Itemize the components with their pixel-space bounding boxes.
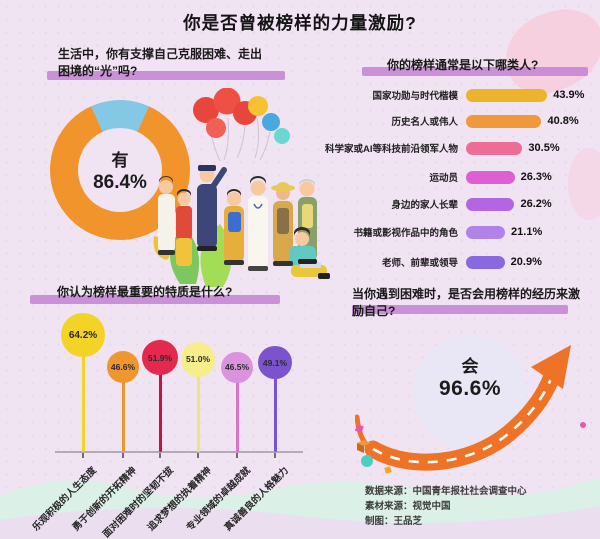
q2-bar — [466, 225, 506, 239]
q2-bar-value: 21.1% — [511, 226, 543, 238]
q2-bar-row: 老师、前辈或领导 20.9% — [312, 255, 594, 269]
q2-highlight-bar — [362, 67, 588, 76]
q3-lollipop-value: 46.5% — [224, 362, 250, 373]
q2-bar — [466, 197, 515, 211]
bottom-wave-decoration — [0, 478, 600, 539]
q4-arrow-road-illustration — [355, 335, 586, 474]
q3-lollipop-circle: 51.0% — [180, 341, 216, 377]
q2-bar — [466, 255, 505, 269]
q3-lollipop-circle: 51.9% — [142, 339, 178, 376]
q2-bar — [466, 88, 548, 102]
q2-bar-label: 书籍或影视作品中的角色 — [353, 228, 458, 239]
q2-bar-row: 身边的家人长辈 26.2% — [312, 197, 594, 211]
q4-answer: 会 96.6% — [413, 352, 527, 401]
q2-bar-value: 26.3% — [520, 171, 552, 183]
q2-bar — [466, 141, 523, 155]
q3-lollipop-stem — [121, 367, 125, 452]
q2-bar-value: 20.9% — [510, 256, 542, 268]
q2-bar-row: 国家功勋与时代楷模 43.9% — [312, 88, 594, 102]
credits-data-source: 数据来源：中国青年报社社会调查中心 — [365, 486, 527, 497]
q3-axis-tick — [82, 453, 84, 458]
q2-bar — [466, 114, 542, 128]
q3-highlight-bar — [30, 295, 280, 304]
pink-blob-right — [568, 148, 600, 220]
q3-axis-tick — [236, 453, 238, 458]
credits: 数据来源：中国青年报社社会调查中心 素材来源：视觉中国 制图：王品芝 — [365, 484, 527, 529]
q2-bar-value: 26.2% — [520, 198, 552, 210]
q1-question-line2: 困境的“光”吗? — [58, 64, 138, 78]
people-group-illustration — [153, 88, 330, 287]
q3-lollipop-circle: 46.6% — [107, 351, 139, 384]
q3-axis-tick — [159, 453, 161, 458]
q3-axis-tick — [122, 453, 124, 458]
q2-bar-label: 国家功勋与时代楷模 — [372, 91, 458, 102]
q1-question-line1: 生活中，你有支撑自己克服困难、走出 — [58, 47, 263, 61]
q2-bar-row: 科学家或AI等科技前沿领军人物 30.5% — [312, 141, 594, 155]
q2-bar — [466, 170, 515, 184]
q3-lollipop-value: 51.9% — [147, 352, 173, 363]
q3-lollipop-circle: 49.1% — [258, 345, 292, 380]
q1-answer-value: 86.4% — [93, 172, 147, 193]
credits-material-source: 素材来源：视觉中国 — [365, 501, 451, 512]
q3-lollipop-stem — [235, 367, 239, 452]
q3-lollipop-stem — [158, 357, 162, 452]
q2-bar-row: 书籍或影视作品中的角色 21.1% — [312, 225, 594, 239]
q2-bar-row: 运动员 26.3% — [312, 170, 594, 184]
q1-highlight-bar — [47, 71, 285, 80]
q2-bar-label: 老师、前辈或领导 — [381, 258, 458, 269]
q3-lollipop-value: 51.0% — [185, 354, 211, 365]
q4-answer-label: 会 — [461, 357, 479, 376]
q3-lollipop-value: 46.6% — [110, 362, 136, 373]
q1-donut-hole: 有 86.4% — [78, 128, 162, 212]
q1-question: 生活中，你有支撑自己克服困难、走出 困境的“光”吗? — [58, 46, 262, 80]
q1-answer-label: 有 — [111, 151, 129, 170]
q2-bar-label: 历史名人或伟人 — [391, 117, 458, 128]
page-title: 你是否曾被榜样的力量激励? — [183, 13, 417, 33]
q4-answer-value: 96.6% — [438, 377, 502, 400]
credits-author: 制图：王品芝 — [365, 516, 423, 527]
q3-lollipop-stem — [273, 362, 277, 452]
q4-highlight-bar — [352, 305, 568, 314]
q2-bar-label: 身边的家人长辈 — [391, 200, 458, 211]
q2-bar-label: 运动员 — [429, 173, 458, 184]
q3-lollipop-value: 49.1% — [262, 357, 288, 368]
q3-question: 你认为榜样最重要的特质是什么? — [57, 285, 233, 299]
q3-axis-tick — [197, 453, 199, 458]
q3-lollipop-stem — [196, 359, 200, 452]
q3-lollipop-circle: 46.5% — [221, 351, 253, 384]
q2-bar-value: 43.9% — [553, 89, 585, 101]
q3-axis-tick — [274, 453, 276, 458]
q2-bar-value: 30.5% — [528, 142, 560, 154]
q2-bar-label: 科学家或AI等科技前沿领军人物 — [324, 144, 458, 155]
q2-question: 你的榜样通常是以下哪类人? — [387, 58, 539, 72]
q4-question-line1: 当你遇到困难时，是否会用榜样的经历来激 — [352, 287, 581, 301]
q4-question: 当你遇到困难时，是否会用榜样的经历来激 励自己? — [352, 286, 580, 320]
q3-axis-line — [55, 451, 303, 453]
q2-bar-row: 历史名人或伟人 40.8% — [312, 114, 594, 128]
q2-bar-value: 40.8% — [547, 115, 579, 127]
q3-lollipop-stem — [81, 335, 85, 452]
q3-lollipop-circle: 64.2% — [61, 313, 105, 357]
q3-lollipop-value: 64.2% — [68, 329, 98, 341]
q4-question-line2: 励自己? — [352, 304, 396, 318]
